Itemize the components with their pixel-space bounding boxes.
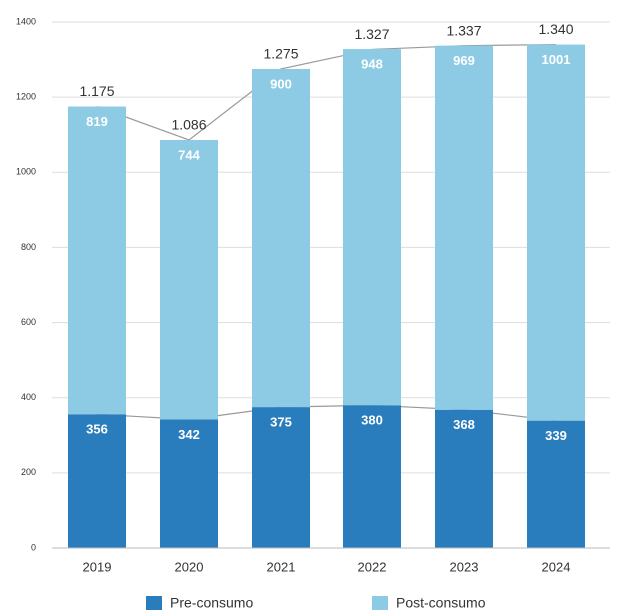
x-tick-label: 2022 xyxy=(358,559,387,574)
y-tick-label: 600 xyxy=(21,317,36,327)
bar-segment xyxy=(527,44,585,421)
x-tick-label: 2019 xyxy=(83,559,112,574)
legend-label: Pre-consumo xyxy=(170,595,253,611)
value-label: 380 xyxy=(361,413,383,428)
value-label: 969 xyxy=(453,53,475,68)
bar-segment xyxy=(160,139,218,420)
x-tick-label: 2021 xyxy=(267,559,296,574)
x-tick-label: 2023 xyxy=(450,559,479,574)
total-label: 1.175 xyxy=(79,83,114,99)
bar-segment xyxy=(68,106,126,415)
total-label: 1.337 xyxy=(446,22,481,38)
total-label: 1.327 xyxy=(354,26,389,42)
bar-segment xyxy=(252,68,310,408)
value-label: 1001 xyxy=(542,52,571,67)
y-tick-label: 0 xyxy=(31,542,36,552)
value-label: 339 xyxy=(545,428,567,443)
value-label: 744 xyxy=(178,147,200,162)
legend-swatch xyxy=(146,596,162,610)
value-label: 368 xyxy=(453,417,475,432)
value-label: 342 xyxy=(178,427,200,442)
bar-segment xyxy=(252,407,310,548)
bar-segment xyxy=(435,45,493,410)
y-tick-label: 200 xyxy=(21,467,36,477)
y-tick-label: 1000 xyxy=(16,167,36,177)
total-label: 1.275 xyxy=(263,46,298,62)
legend-label: Post-consumo xyxy=(396,595,486,611)
bar-segment xyxy=(527,420,585,548)
value-label: 948 xyxy=(361,56,383,71)
bar-segment xyxy=(343,405,401,548)
value-label: 375 xyxy=(270,415,292,430)
bar-segment xyxy=(160,419,218,548)
x-tick-label: 2024 xyxy=(542,559,571,574)
total-label: 1.340 xyxy=(538,21,573,37)
total-label: 1.086 xyxy=(171,117,206,133)
bar-segment xyxy=(435,409,493,548)
bar-segment xyxy=(343,49,401,406)
y-tick-label: 1200 xyxy=(16,92,36,102)
total-line xyxy=(96,43,557,141)
value-label: 819 xyxy=(86,114,108,129)
value-label: 356 xyxy=(86,422,108,437)
y-tick-label: 400 xyxy=(21,392,36,402)
value-label: 900 xyxy=(270,76,292,91)
bar-segment xyxy=(68,414,126,548)
y-tick-label: 1400 xyxy=(16,16,36,26)
x-tick-label: 2020 xyxy=(175,559,204,574)
legend-swatch xyxy=(372,596,388,610)
y-tick-label: 800 xyxy=(21,242,36,252)
